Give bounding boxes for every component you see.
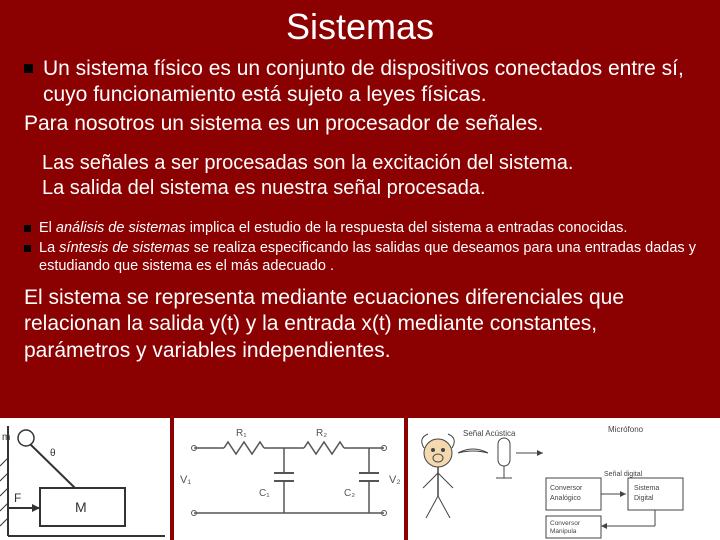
- svg-text:Conversor: Conversor: [550, 520, 581, 527]
- svg-text:Analógico: Analógico: [550, 495, 581, 502]
- bullet-marker: [24, 245, 31, 252]
- svg-text:C₁: C₁: [259, 488, 270, 499]
- svg-text:Micrófono: Micrófono: [608, 425, 644, 434]
- svg-text:m: m: [2, 432, 10, 443]
- bullet-1: Un sistema físico es un conjunto de disp…: [18, 56, 702, 109]
- text: La: [39, 240, 59, 256]
- svg-text:Señal Acústica: Señal Acústica: [463, 429, 516, 438]
- svg-text:Sistema: Sistema: [634, 485, 659, 492]
- line-2: Para nosotros un sistema es un procesado…: [18, 111, 702, 137]
- italic-text: síntesis de sistemas: [59, 240, 190, 256]
- sub-bullet-2-text: La síntesis de sistemas se realiza espec…: [39, 239, 702, 275]
- bullet-marker: [24, 225, 31, 232]
- svg-text:F: F: [14, 491, 21, 505]
- diagram-mechanical: m θ M F: [0, 418, 170, 540]
- slide-title: Sistemas: [0, 0, 720, 56]
- svg-text:θ: θ: [50, 448, 56, 459]
- text: implica el estudio de la respuesta del s…: [186, 220, 628, 236]
- sub-bullets: El análisis de sistemas implica el estud…: [18, 219, 702, 275]
- text: El: [39, 220, 56, 236]
- sub-bullet-1: El análisis de sistemas implica el estud…: [18, 219, 702, 237]
- svg-text:V₂: V₂: [389, 474, 401, 486]
- slide-content: Un sistema físico es un conjunto de disp…: [0, 56, 720, 364]
- diagram-circuit: V₁ V₂ R₁ R₂ C₁ C₂: [174, 418, 404, 540]
- svg-text:Conversor: Conversor: [550, 485, 583, 492]
- svg-text:C₂: C₂: [344, 488, 355, 499]
- svg-text:Digital: Digital: [634, 495, 654, 502]
- line-4: La salida del sistema es nuestra señal p…: [18, 176, 702, 201]
- svg-text:Señal digital: Señal digital: [604, 471, 643, 478]
- final-paragraph: El sistema se representa mediante ecuaci…: [18, 285, 702, 364]
- italic-text: análisis de sistemas: [56, 220, 186, 236]
- svg-text:R₁: R₁: [236, 428, 247, 439]
- svg-text:M: M: [75, 499, 87, 515]
- images-row: m θ M F V₁: [0, 418, 720, 540]
- line-3: Las señales a ser procesadas son la exci…: [18, 151, 702, 176]
- bullet-1-text: Un sistema físico es un conjunto de disp…: [43, 56, 702, 109]
- bullet-marker: [24, 64, 33, 73]
- sub-bullet-2: La síntesis de sistemas se realiza espec…: [18, 239, 702, 275]
- diagram-block: Señal Acústica Micrófono Conversor Analó…: [408, 418, 720, 540]
- svg-text:Manipula: Manipula: [550, 528, 577, 535]
- svg-text:R₂: R₂: [316, 428, 327, 439]
- sub-bullet-1-text: El análisis de sistemas implica el estud…: [39, 219, 627, 237]
- svg-text:V₁: V₁: [180, 474, 191, 486]
